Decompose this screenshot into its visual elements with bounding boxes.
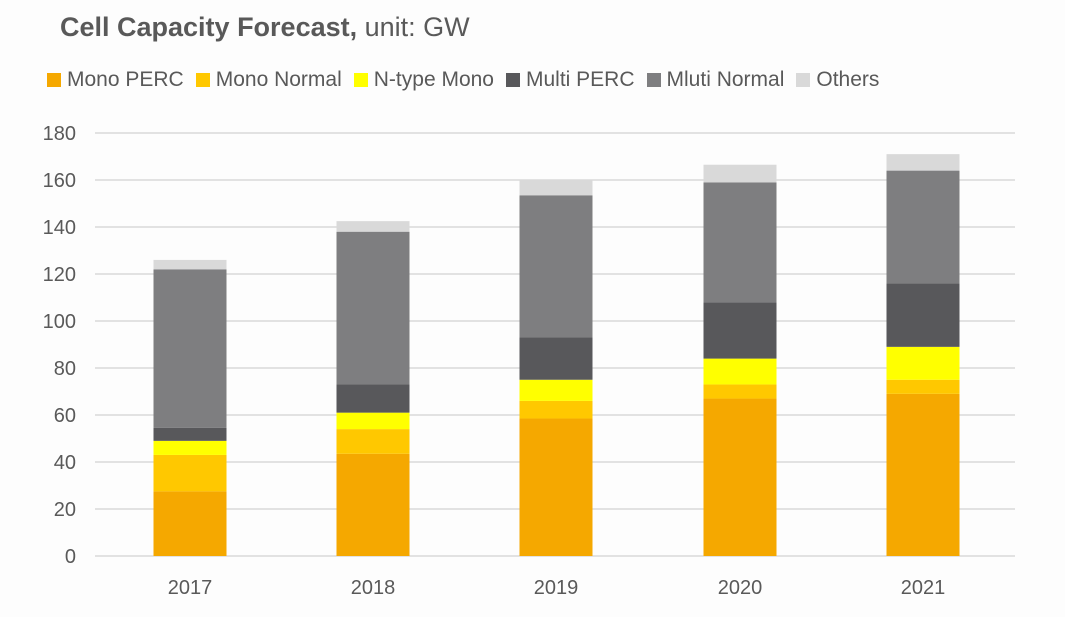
legend-label: Multi PERC xyxy=(525,68,635,91)
y-tick-label: 180 xyxy=(43,123,76,145)
x-tick-label: 2021 xyxy=(901,577,946,599)
legend-swatch xyxy=(796,73,811,87)
x-tick-label: 2018 xyxy=(351,577,396,599)
bar-2017-mono-normal xyxy=(153,454,227,492)
y-tick-label: 60 xyxy=(54,405,76,427)
bar-2020-n-type-mono xyxy=(703,358,777,385)
chart-legend: Mono PERC Mono Normal N-type Mono Multi PER… xyxy=(47,68,891,92)
bar-2017-mono-perc xyxy=(153,491,227,556)
bar-2020-multi-perc xyxy=(703,302,777,359)
legend-item-multi-perc: Multi PERC xyxy=(505,68,635,92)
legend-label: Others xyxy=(816,68,880,91)
legend-item-mono-perc: Mono PERC xyxy=(47,68,184,92)
x-tick-label: 2017 xyxy=(168,577,213,599)
legend-item-mluti-normal: Mluti Normal xyxy=(646,68,785,92)
bar-2019-n-type-mono xyxy=(519,379,593,401)
y-tick-label: 40 xyxy=(54,452,76,474)
bar-2020-mono-normal xyxy=(703,384,777,399)
bar-2017-multi-perc xyxy=(153,427,227,441)
legend-label: Mluti Normal xyxy=(666,68,785,91)
legend-label: Mono Normal xyxy=(215,68,342,91)
bar-2018-mono-perc xyxy=(336,453,410,556)
bar-2017-n-type-mono xyxy=(153,440,227,455)
chart-title-unit: unit: GW xyxy=(364,12,470,42)
y-tick-label: 0 xyxy=(65,546,76,568)
bar-2019-mluti-normal xyxy=(519,195,593,338)
bar-2018-n-type-mono xyxy=(336,412,410,430)
chart-title-main: Cell Capacity Forecast, xyxy=(60,12,358,42)
legend-swatch xyxy=(646,73,661,87)
bar-2018-mluti-normal xyxy=(336,231,410,385)
y-tick-label: 100 xyxy=(43,311,76,333)
bar-2019-mono-normal xyxy=(519,400,593,419)
bar-2021-multi-perc xyxy=(886,283,960,347)
bar-2021-mono-normal xyxy=(886,379,960,394)
legend-item-n-type-mono: N-type Mono xyxy=(353,68,494,92)
y-tick-label: 160 xyxy=(43,170,76,192)
bar-2017-mluti-normal xyxy=(153,269,227,428)
bar-2021-others xyxy=(886,154,960,171)
y-tick-label: 20 xyxy=(54,499,76,521)
bar-2021-mono-perc xyxy=(886,393,960,556)
bar-2018-others xyxy=(336,221,410,232)
bar-2019-others xyxy=(519,180,593,196)
legend-item-others: Others xyxy=(796,68,879,92)
bar-2021-mluti-normal xyxy=(886,170,960,284)
chart-title: Cell Capacity Forecast, unit: GW xyxy=(60,12,470,43)
y-tick-label: 140 xyxy=(43,217,76,239)
legend-label: N-type Mono xyxy=(373,68,494,91)
legend-swatch xyxy=(195,73,210,87)
y-tick-label: 120 xyxy=(43,264,76,286)
legend-swatch xyxy=(47,73,61,87)
bar-2021-n-type-mono xyxy=(886,346,960,380)
legend-label: Mono PERC xyxy=(67,68,184,91)
legend-swatch xyxy=(505,73,520,87)
legend-item-mono-normal: Mono Normal xyxy=(195,68,342,92)
x-tick-label: 2020 xyxy=(718,577,763,599)
bar-2020-mluti-normal xyxy=(703,182,777,303)
y-tick-label: 80 xyxy=(54,358,76,380)
bar-2019-multi-perc xyxy=(519,337,593,380)
bar-2018-multi-perc xyxy=(336,384,410,413)
bar-2019-mono-perc xyxy=(519,418,593,556)
legend-swatch xyxy=(353,73,368,87)
bar-2020-others xyxy=(703,164,777,183)
bar-2017-others xyxy=(153,259,227,270)
bar-2018-mono-normal xyxy=(336,429,410,454)
x-tick-label: 2019 xyxy=(534,577,579,599)
bar-2020-mono-perc xyxy=(703,398,777,556)
